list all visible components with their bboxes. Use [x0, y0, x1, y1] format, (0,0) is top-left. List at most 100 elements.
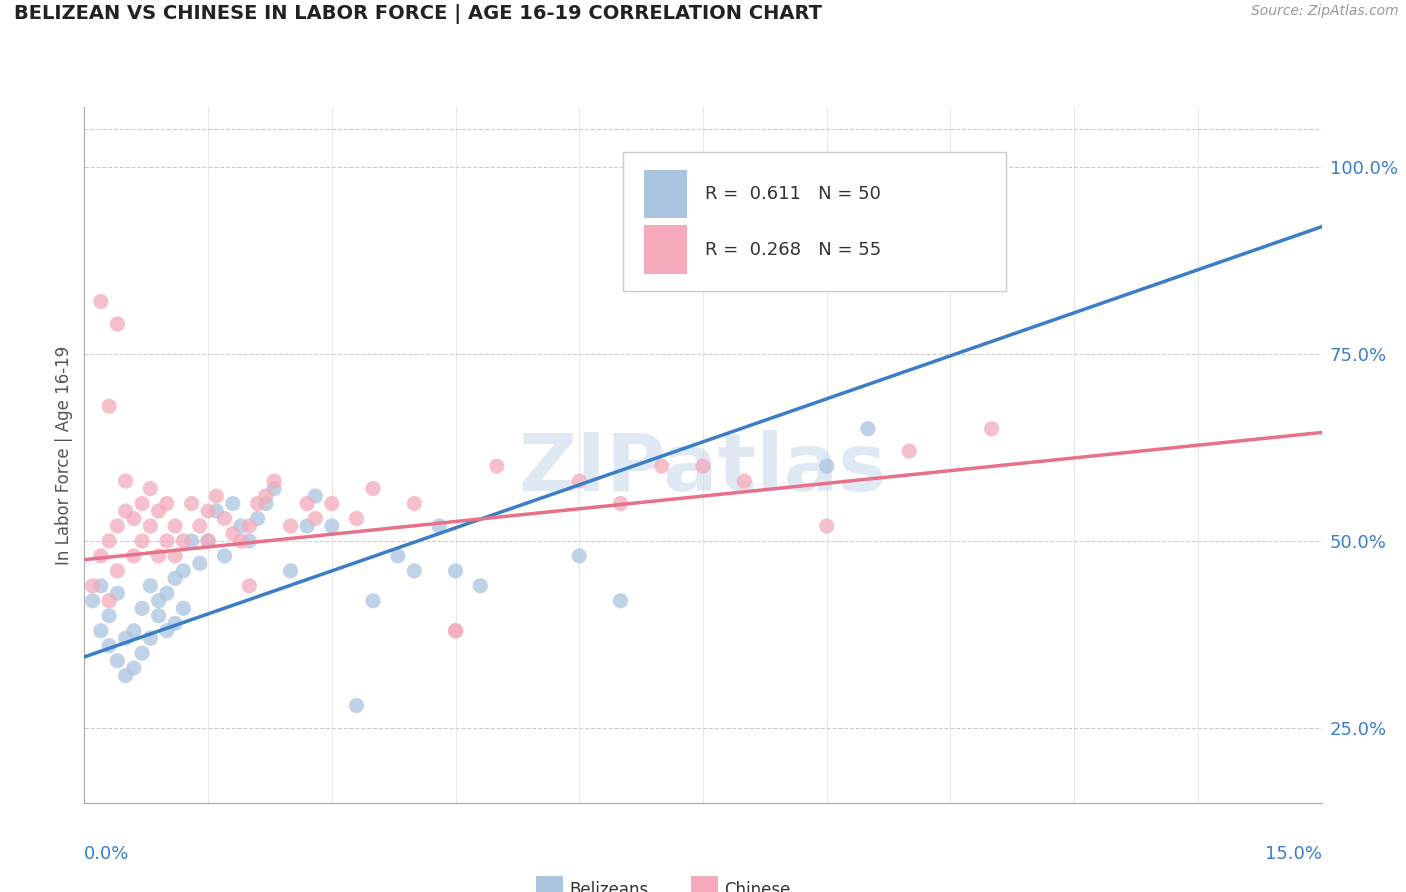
Point — [205, 489, 228, 503]
Point — [172, 533, 194, 548]
Point — [156, 586, 179, 600]
Point — [295, 497, 318, 511]
Point — [131, 601, 153, 615]
Text: R =  0.611   N = 50: R = 0.611 N = 50 — [706, 185, 882, 203]
Point — [856, 422, 879, 436]
Point — [122, 624, 145, 638]
Point — [404, 497, 426, 511]
Point — [404, 564, 426, 578]
Point — [470, 579, 492, 593]
Point — [165, 616, 187, 631]
Point — [105, 654, 128, 668]
Point — [148, 549, 170, 563]
Point — [98, 639, 121, 653]
Point — [90, 579, 112, 593]
Point — [122, 661, 145, 675]
Point — [122, 549, 145, 563]
Point — [197, 533, 219, 548]
Point — [131, 533, 153, 548]
Point — [254, 489, 277, 503]
Point — [214, 511, 236, 525]
Point — [980, 422, 1002, 436]
Point — [568, 549, 591, 563]
FancyBboxPatch shape — [644, 226, 688, 274]
Point — [90, 549, 112, 563]
Point — [692, 459, 714, 474]
Point — [131, 646, 153, 660]
Point — [304, 489, 326, 503]
Point — [188, 557, 211, 571]
Point — [180, 533, 202, 548]
Text: 15.0%: 15.0% — [1264, 845, 1322, 863]
Point — [651, 459, 673, 474]
Point — [444, 624, 467, 638]
Point — [246, 511, 269, 525]
Point — [156, 497, 179, 511]
Point — [172, 601, 194, 615]
Point — [238, 533, 260, 548]
Point — [156, 624, 179, 638]
Point — [280, 519, 302, 533]
Point — [939, 197, 962, 211]
Text: R =  0.268   N = 55: R = 0.268 N = 55 — [706, 241, 882, 259]
Text: Belizeans: Belizeans — [569, 880, 648, 892]
Point — [148, 504, 170, 518]
Point — [222, 526, 245, 541]
Point — [165, 571, 187, 585]
Point — [197, 504, 219, 518]
Point — [214, 549, 236, 563]
Point — [139, 519, 162, 533]
Point — [90, 294, 112, 309]
Point — [321, 497, 343, 511]
Point — [609, 497, 631, 511]
FancyBboxPatch shape — [644, 169, 688, 219]
Point — [229, 533, 252, 548]
Point — [238, 519, 260, 533]
Point — [609, 594, 631, 608]
Point — [485, 459, 508, 474]
Point — [165, 549, 187, 563]
Point — [238, 579, 260, 593]
Point — [444, 624, 467, 638]
Y-axis label: In Labor Force | Age 16-19: In Labor Force | Age 16-19 — [55, 345, 73, 565]
Point — [246, 497, 269, 511]
Point — [254, 497, 277, 511]
Point — [346, 698, 368, 713]
Point — [114, 504, 136, 518]
Point — [815, 519, 838, 533]
Point — [82, 594, 104, 608]
Point — [156, 533, 179, 548]
Point — [346, 511, 368, 525]
Point — [139, 482, 162, 496]
Point — [222, 497, 245, 511]
Point — [815, 459, 838, 474]
Point — [114, 668, 136, 682]
Point — [90, 624, 112, 638]
Point — [263, 474, 285, 488]
Point — [105, 317, 128, 331]
Point — [105, 564, 128, 578]
Point — [197, 533, 219, 548]
Point — [114, 631, 136, 645]
Point — [898, 444, 921, 458]
Point — [114, 474, 136, 488]
Point — [105, 519, 128, 533]
Point — [444, 564, 467, 578]
Point — [229, 519, 252, 533]
Point — [205, 504, 228, 518]
Point — [172, 564, 194, 578]
Point — [295, 519, 318, 533]
Point — [568, 474, 591, 488]
FancyBboxPatch shape — [536, 876, 564, 892]
Point — [304, 511, 326, 525]
Point — [98, 533, 121, 548]
Point — [361, 482, 384, 496]
Point — [98, 594, 121, 608]
Text: BELIZEAN VS CHINESE IN LABOR FORCE | AGE 16-19 CORRELATION CHART: BELIZEAN VS CHINESE IN LABOR FORCE | AGE… — [14, 4, 823, 24]
Text: Source: ZipAtlas.com: Source: ZipAtlas.com — [1251, 4, 1399, 19]
Point — [733, 474, 755, 488]
Text: ZIPatlas: ZIPatlas — [519, 430, 887, 508]
Point — [139, 631, 162, 645]
Point — [98, 399, 121, 413]
Point — [139, 579, 162, 593]
